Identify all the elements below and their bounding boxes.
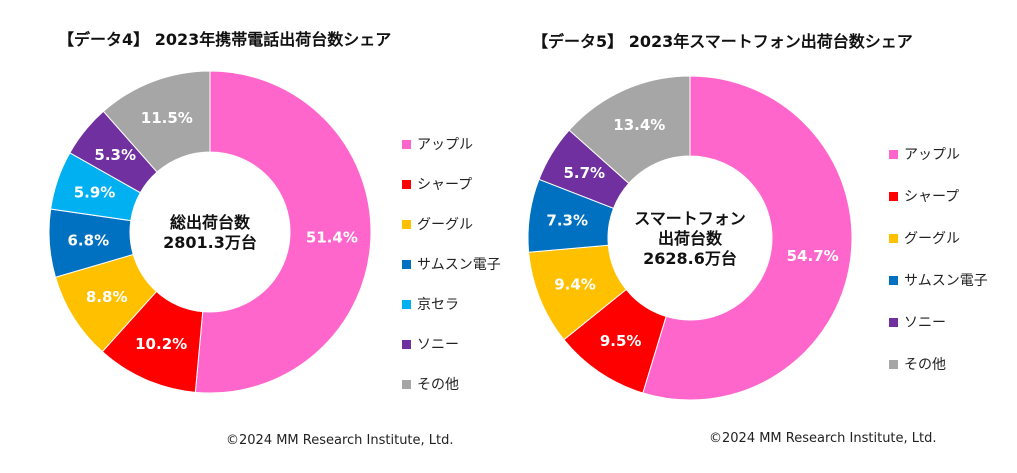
center-label-line: 総出荷台数 xyxy=(170,213,251,232)
legend-label: グーグル xyxy=(417,217,473,233)
legend-item: その他 xyxy=(402,374,459,394)
legend-item: ソニー xyxy=(889,312,946,332)
chart-title: 【データ5】 2023年スマートフォン出荷台数シェア xyxy=(532,32,913,51)
legend-swatch xyxy=(402,299,411,309)
legend-item: シャープ xyxy=(402,174,472,194)
legend-label: シャープ xyxy=(904,189,960,205)
legend-label: ソニー xyxy=(904,315,946,331)
data-label: 7.3% xyxy=(546,212,588,230)
data-label: 8.8% xyxy=(86,288,128,306)
data-label: 54.7% xyxy=(787,247,839,265)
legend-swatch xyxy=(889,149,898,159)
donut-segment-6 xyxy=(102,70,211,173)
legend-swatch xyxy=(402,179,411,189)
legend-item: シャープ xyxy=(889,186,959,206)
legend-item: アップル xyxy=(402,134,473,154)
legend-swatch xyxy=(889,191,898,201)
legend-swatch xyxy=(402,259,411,269)
legend-label: サムスン電子 xyxy=(417,257,501,273)
legend-swatch xyxy=(889,359,898,369)
legend-item: グーグル xyxy=(402,214,473,234)
legend-label: その他 xyxy=(417,377,459,393)
legend-label: アップル xyxy=(417,137,473,153)
legend-swatch xyxy=(402,339,411,349)
donut-segment-0 xyxy=(642,75,853,401)
legend-label: その他 xyxy=(904,357,946,373)
center-label-line: 2628.6万台 xyxy=(643,249,737,268)
data-label: 5.3% xyxy=(94,146,136,164)
center-label-line: 2801.3万台 xyxy=(163,233,257,252)
data-label: 11.5% xyxy=(141,109,193,127)
legend-label: ソニー xyxy=(417,337,459,353)
legend-item: サムスン電子 xyxy=(889,270,988,290)
legend-swatch xyxy=(889,275,898,285)
data-label: 10.2% xyxy=(135,335,187,353)
center-label-line: 出荷台数 xyxy=(658,229,723,248)
data-label: 9.5% xyxy=(600,332,642,350)
data-label: 5.9% xyxy=(74,184,116,202)
legend-label: グーグル xyxy=(904,231,960,247)
chart-panel-mobile-phones: 【データ4】 2023年携帯電話出荷台数シェア 51.4% 10.2% 8.8% 6.… xyxy=(48,30,501,448)
legend-item: グーグル xyxy=(889,228,960,248)
legend-label: アップル xyxy=(904,147,960,163)
legend-item: アップル xyxy=(889,144,960,164)
center-label-line: スマートフォン xyxy=(634,209,746,228)
data-label: 13.4% xyxy=(613,116,665,134)
data-label: 6.8% xyxy=(68,232,110,250)
legend-item: その他 xyxy=(889,354,946,374)
legend-label: サムスン電子 xyxy=(904,273,988,289)
legend-swatch xyxy=(889,233,898,243)
data-label: 9.4% xyxy=(554,275,596,293)
donut-chart: 51.4% 10.2% 8.8% 6.8% 5.9% 5.3% 11.5% 総出荷台数2801… xyxy=(48,70,372,394)
legend-swatch xyxy=(889,317,898,327)
legend-item: 京セラ xyxy=(402,294,459,314)
legend-swatch xyxy=(402,139,411,149)
copyright-footer: ©2024 MM Research Institute, Ltd. xyxy=(226,433,454,448)
legend-label: 京セラ xyxy=(417,297,459,313)
legend-item: ソニー xyxy=(402,334,459,354)
copyright-footer: ©2024 MM Research Institute, Ltd. xyxy=(709,431,937,446)
chart-title: 【データ4】 2023年携帯電話出荷台数シェア xyxy=(58,30,392,49)
donut-segment-5 xyxy=(568,75,691,185)
legend-swatch xyxy=(402,379,411,389)
data-label: 5.7% xyxy=(563,164,605,182)
data-label: 51.4% xyxy=(306,229,358,247)
donut-segment-0 xyxy=(194,70,372,394)
donut-chart: 54.7% 9.5% 9.4% 7.3% 5.7% 13.4% スマートフォン出荷台数262… xyxy=(527,75,853,401)
legend-swatch xyxy=(402,219,411,229)
legend-label: シャープ xyxy=(417,177,473,193)
legend-item: サムスン電子 xyxy=(402,254,501,274)
